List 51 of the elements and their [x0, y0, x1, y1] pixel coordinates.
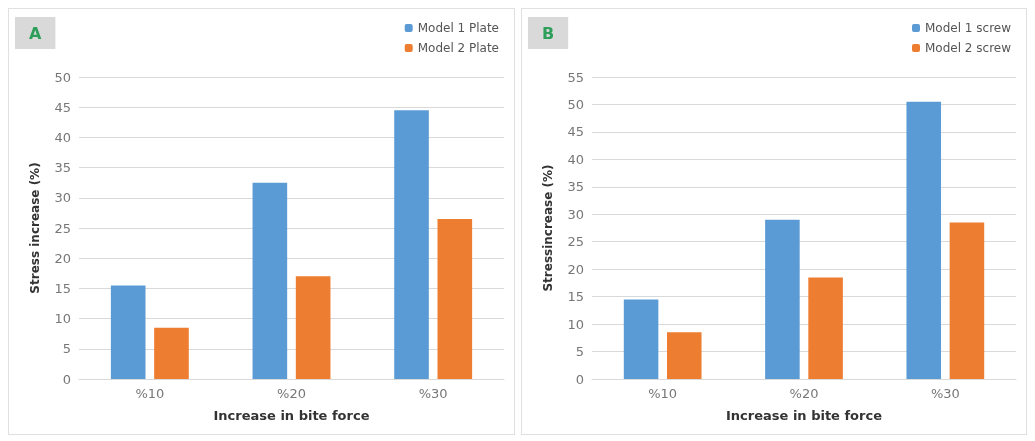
bar [949, 222, 985, 379]
y-tick-label: 0 [62, 371, 71, 387]
legend-label: Model 1 screw [924, 21, 1012, 35]
y-tick-label: 35 [567, 179, 584, 195]
y-tick-label: 50 [54, 69, 71, 85]
y-tick-label: 35 [54, 160, 71, 176]
legend-label: Model 1 Plate [417, 21, 500, 35]
x-tick-label: %30 [930, 386, 960, 401]
x-tick-label: %30 [418, 386, 448, 401]
x-axis-title: Increase in bite force [726, 408, 883, 423]
legend-label: Model 2 screw [924, 41, 1012, 55]
y-tick-label: 55 [567, 69, 584, 85]
y-tick-label: 20 [54, 250, 71, 266]
y-axis-title: Stressincrease (%) [541, 164, 555, 292]
bar [437, 218, 473, 379]
x-axis-title: Increase in bite force [213, 408, 370, 423]
y-tick-label: 0 [575, 371, 584, 387]
bar [295, 276, 331, 379]
y-tick-label: 25 [567, 234, 584, 250]
bar [110, 285, 146, 379]
y-tick-label: 40 [567, 151, 584, 167]
y-tick-label: 5 [575, 344, 584, 360]
x-tick-label: %20 [789, 386, 819, 401]
y-tick-label: 20 [567, 261, 584, 277]
bar [154, 327, 189, 379]
y-tick-label: 30 [54, 190, 71, 206]
y-tick-label: 15 [54, 280, 71, 296]
y-tick-label: 40 [54, 129, 71, 145]
bar [906, 101, 942, 379]
legend-label: Model 2 Plate [417, 41, 500, 55]
y-tick-label: 45 [567, 124, 584, 140]
chart-title: A [29, 23, 42, 43]
bar [623, 299, 659, 379]
y-axis-title: Stress increase (%) [28, 162, 42, 294]
bar [808, 277, 843, 379]
bar [252, 182, 288, 379]
y-tick-label: 25 [54, 220, 71, 236]
chart-title: B [542, 23, 555, 43]
bar [394, 110, 429, 379]
y-tick-label: 10 [54, 311, 71, 327]
x-tick-label: %10 [135, 386, 165, 401]
y-tick-label: 50 [567, 96, 584, 112]
bar [765, 219, 800, 379]
y-tick-label: 45 [54, 99, 71, 115]
y-tick-label: 30 [567, 206, 584, 222]
y-tick-label: 5 [62, 341, 71, 357]
bar [666, 332, 702, 379]
y-tick-label: 15 [567, 289, 584, 305]
x-tick-label: %20 [277, 386, 306, 401]
y-tick-label: 10 [567, 316, 584, 332]
x-tick-label: %10 [648, 386, 678, 401]
